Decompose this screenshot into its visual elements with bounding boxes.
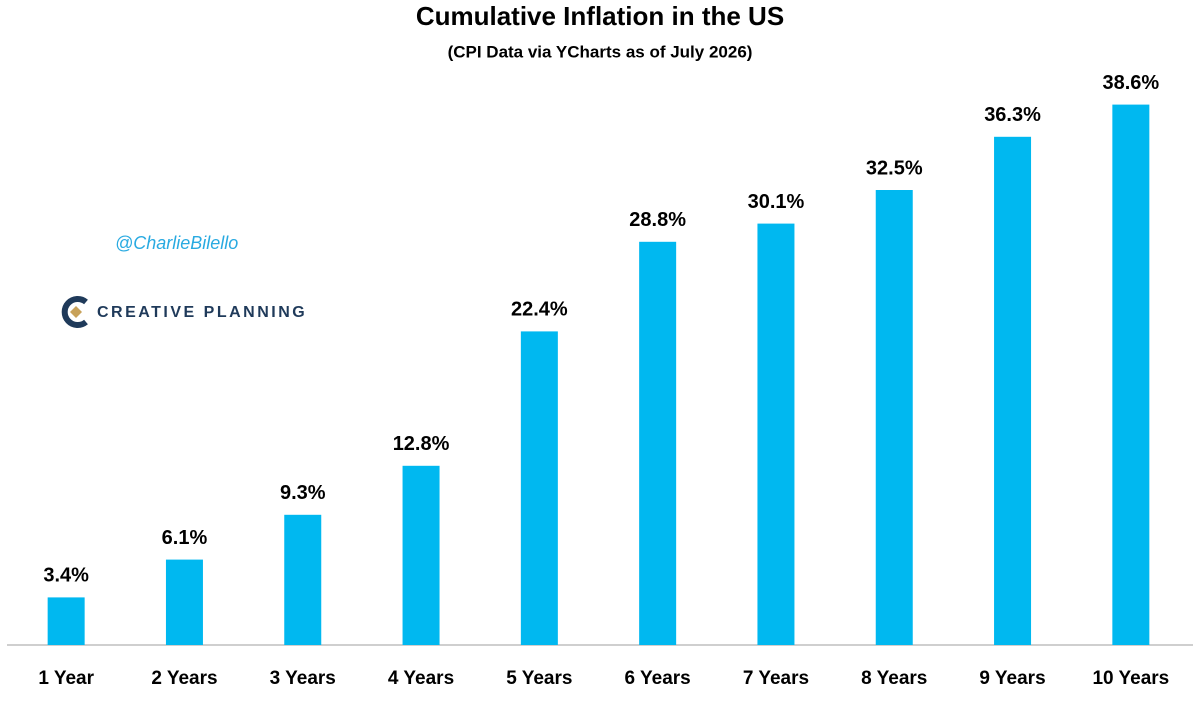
x-tick-label: 8 Years: [861, 668, 927, 689]
x-tick-label: 10 Years: [1092, 668, 1169, 689]
x-tick-label: 7 Years: [743, 668, 809, 689]
logo-arc: [61, 296, 88, 328]
bar: [402, 465, 440, 645]
logo-diamond: [70, 306, 82, 318]
bar: [639, 241, 677, 646]
bar: [994, 136, 1032, 646]
bar: [165, 559, 203, 645]
brand-logo: [61, 296, 88, 328]
data-label: 22.4%: [511, 299, 568, 321]
data-label: 38.6%: [1102, 72, 1159, 94]
data-label: 32.5%: [866, 157, 923, 179]
data-label: 12.8%: [393, 433, 450, 455]
x-tick-label: 6 Years: [625, 668, 691, 689]
bar: [757, 223, 795, 645]
x-tick-label: 4 Years: [388, 668, 454, 689]
x-tick-label: 3 Years: [270, 668, 336, 689]
data-label: 36.3%: [984, 104, 1041, 126]
chart-title: Cumulative Inflation in the US: [416, 1, 784, 31]
bar: [284, 514, 322, 645]
data-label: 6.1%: [162, 527, 208, 549]
data-label: 3.4%: [43, 565, 89, 587]
data-label: 28.8%: [629, 209, 686, 231]
bar: [1112, 104, 1150, 646]
x-tick-label: 2 Years: [151, 668, 217, 689]
brand-name: CREATIVE PLANNING: [97, 304, 307, 321]
watermark-handle: @CharlieBilello: [115, 233, 238, 253]
data-label: 30.1%: [748, 191, 805, 213]
x-tick-label: 9 Years: [979, 668, 1045, 689]
x-tick-label: 5 Years: [506, 668, 572, 689]
x-tick-label: 1 Year: [38, 668, 94, 689]
bar: [47, 597, 85, 645]
data-label: 9.3%: [280, 482, 326, 504]
bar: [520, 331, 558, 645]
chart-subtitle: (CPI Data via YCharts as of July 2026): [448, 42, 753, 61]
bar: [875, 190, 913, 645]
